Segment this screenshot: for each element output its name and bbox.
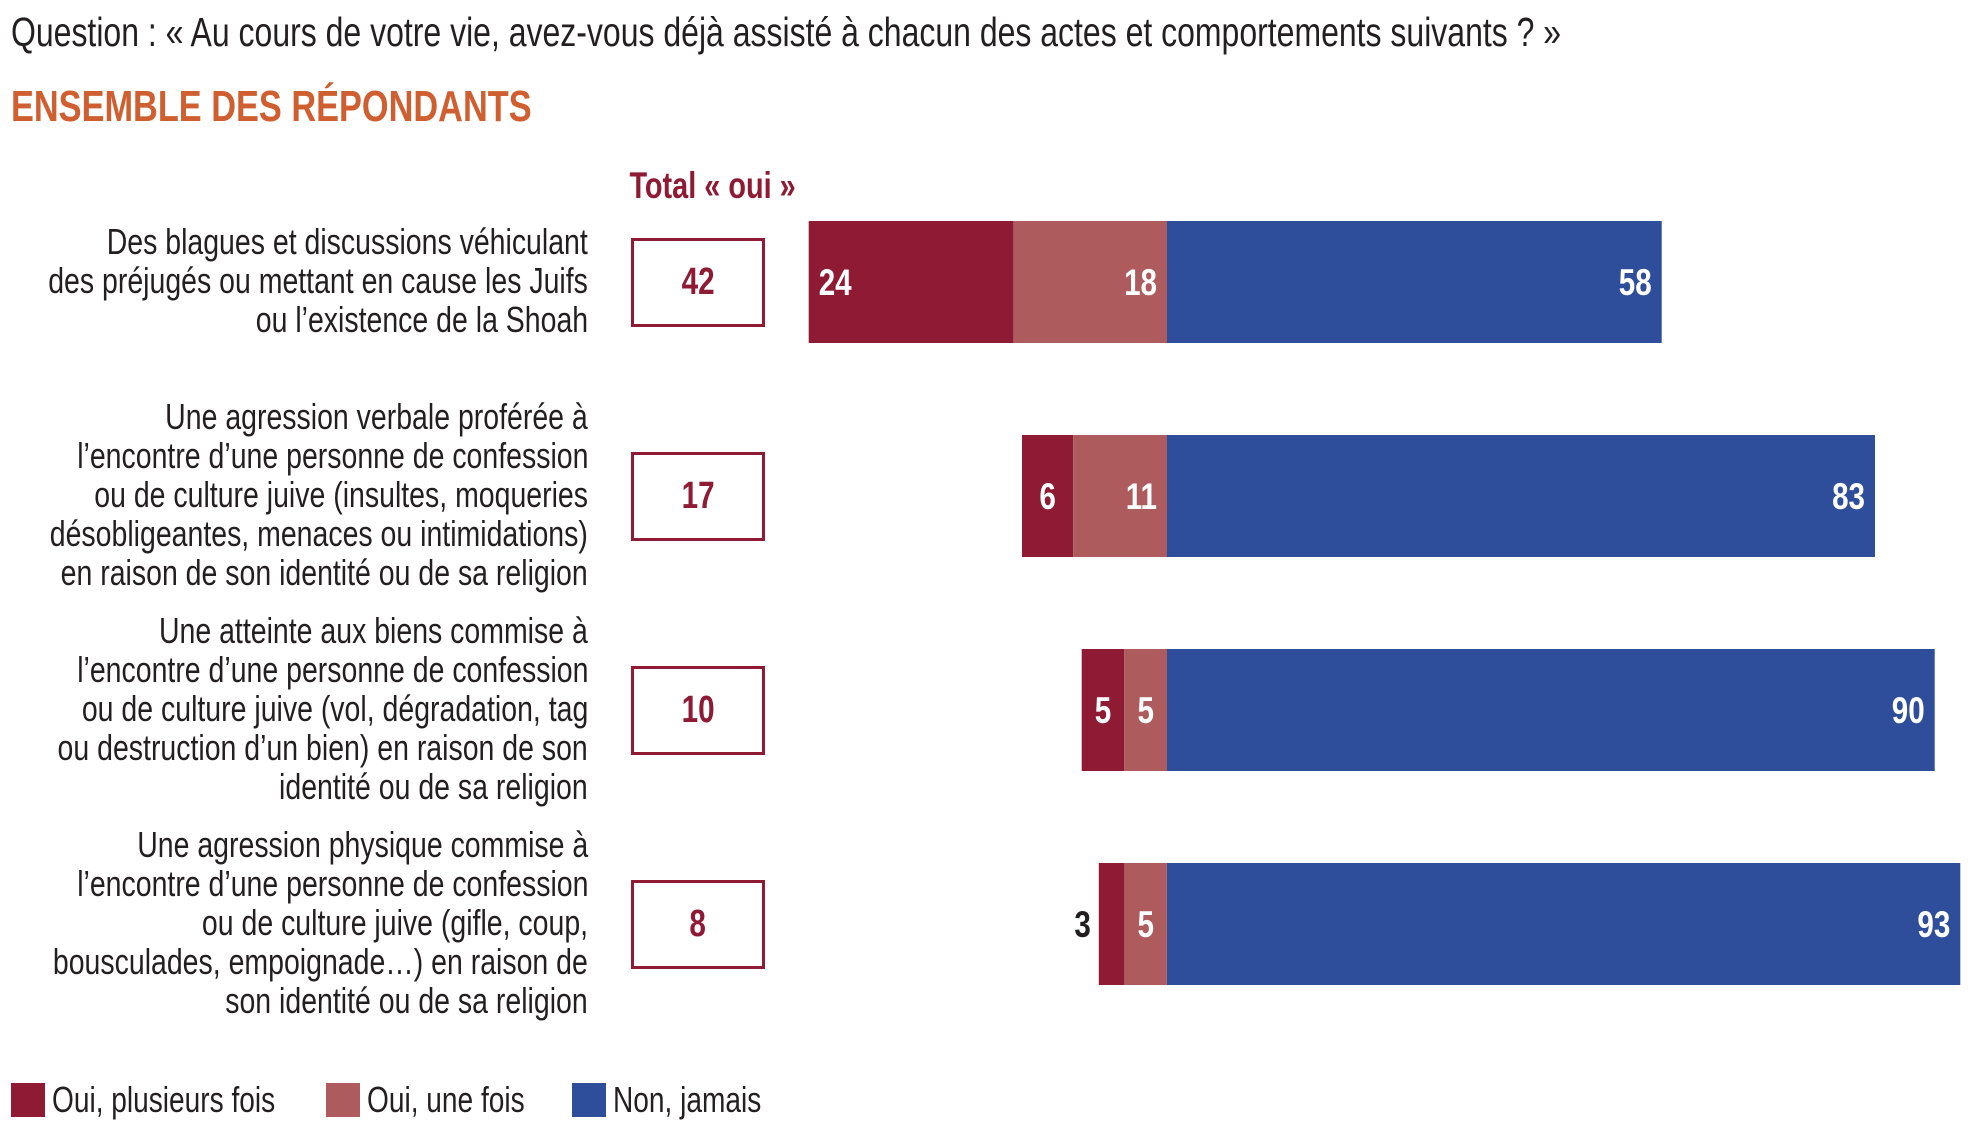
total-oui-header-text: Total « oui » [629,165,796,206]
legend-label: Non, jamais [613,1079,762,1120]
bar-value-label: 11 [1126,477,1157,518]
total-oui-header: Total « oui » [606,164,795,208]
row-label-line: ou destruction d’un bien) en raison de s… [57,726,588,768]
row-label-line: son identité ou de sa religion [225,979,588,1021]
bar-value-label: 58 [1619,263,1652,304]
bar-segment-oui-plusieurs-fois [1081,649,1125,771]
row-label-line: ou de culture juive (insultes, moqueries [94,473,588,515]
row-label-line: bousculades, empoignade…) en raison de [53,940,588,982]
row-label: Des blagues et discussions véhiculant de… [0,222,588,339]
total-oui-value: 42 [681,261,715,303]
bar-segment-oui-plusieurs-fois [808,221,1014,343]
subtitle-text: ENSEMBLE DES RÉPONDANTS [11,82,532,131]
bar-value-label: 83 [1832,477,1865,518]
row-label-line: ou l’existence de la Shoah [255,298,588,340]
total-oui-box: 42 [631,238,765,327]
bar-value-label: 6 [1039,477,1055,518]
row-label-line: Des blagues et discussions véhiculant [106,220,588,262]
row-label-line: des préjugés ou mettant en cause les Jui… [48,259,588,301]
bar-segment-oui-plusieurs-fois [1022,435,1074,557]
row-label-line: désobligeantes, menaces ou intimidations… [49,512,588,554]
total-oui-value: 17 [681,475,715,517]
total-oui-box: 10 [631,666,765,755]
row-label: Une agression physique commise à l’encon… [0,825,588,1020]
bar-segment-oui-plusieurs-fois [1098,863,1125,985]
row-label-line: l’encontre d’une personne de confession [76,648,588,690]
legend-label: Oui, plusieurs fois [52,1079,276,1120]
bar-segment-non-jamais [1167,649,1935,771]
row-label-line: l’encontre d’une personne de confession [76,862,588,904]
row-label-line: Une agression verbale proférée à [165,395,588,437]
bar-segment-oui-une-fois [1124,649,1167,771]
total-oui-box: 17 [631,452,765,541]
bar-value-label: 5 [1137,691,1153,732]
bar-value-label: 90 [1892,691,1925,732]
row-label: Une agression verbale proférée à l’encon… [0,397,588,592]
bar-value-label: 24 [819,263,852,304]
legend-swatch [572,1083,606,1117]
chart-subtitle: ENSEMBLE DES RÉPONDANTS [11,82,678,132]
row-label-line: ou de culture juive (vol, dégradation, t… [81,687,588,729]
legend-swatch [326,1083,360,1117]
bar-segment-non-jamais [1167,435,1875,557]
row-label-line: en raison de son identité ou de sa relig… [60,551,588,593]
row-label: Une atteinte aux biens commise à l’encon… [0,611,588,806]
bar-segment-non-jamais [1167,863,1961,985]
legend-swatch [11,1083,45,1117]
row-label-line: ou de culture juive (gifle, coup, [201,901,588,943]
chart-question-title: Question : « Au cours de votre vie, avez… [11,8,1974,56]
row-label-line: l’encontre d’une personne de confession [76,434,588,476]
row-label-line: Une atteinte aux biens commise à [159,609,588,651]
question-text: Question : « Au cours de votre vie, avez… [11,9,1562,55]
bar-segment-oui-une-fois [1124,863,1167,985]
bar-value-label: 93 [1917,905,1950,946]
bar-value-label: 5 [1137,905,1153,946]
bar-segment-oui-une-fois [1073,435,1167,557]
row-label-line: Une agression physique commise à [136,823,588,865]
total-oui-box: 8 [631,880,765,969]
bar-value-label: 5 [1095,691,1111,732]
bar-segment-non-jamais [1167,221,1662,343]
total-oui-value: 8 [689,903,707,945]
bar-segment-oui-une-fois [1013,221,1167,343]
total-oui-value: 10 [681,689,715,731]
bar-value-label: 3 [1074,905,1090,946]
row-label-line: identité ou de sa religion [279,765,588,807]
legend-label: Oui, une fois [367,1079,525,1120]
bar-value-label: 18 [1124,263,1157,304]
